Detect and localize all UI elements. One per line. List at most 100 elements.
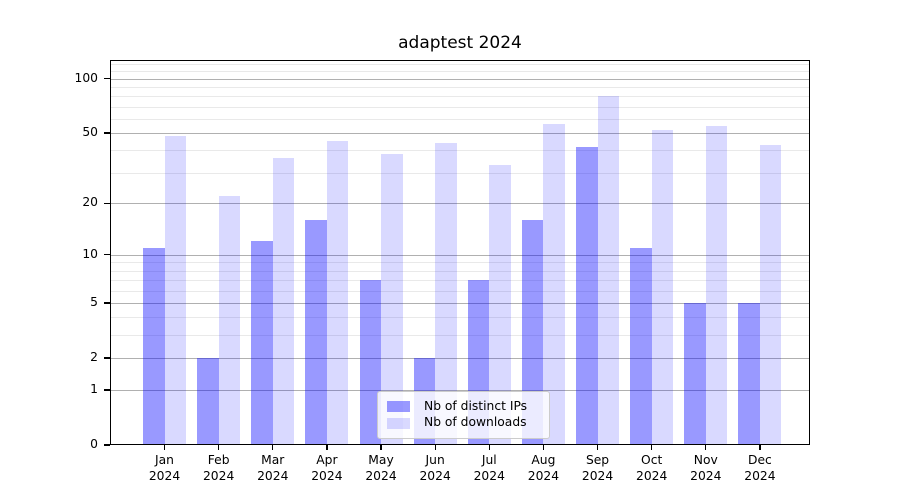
x-tick-label: Apr 2024	[297, 452, 357, 484]
y-tick-mark	[104, 78, 110, 80]
bar-downloads	[543, 124, 565, 444]
gridline-minor	[111, 150, 809, 152]
legend-swatch-downloads	[387, 417, 410, 429]
gridline-minor	[111, 262, 809, 264]
x-tick-label-month: May	[368, 453, 394, 467]
x-tick-mark	[163, 445, 166, 450]
x-tick-mark	[217, 445, 220, 450]
gridline-minor	[111, 96, 809, 98]
x-tick-label-month: Mar	[261, 453, 285, 467]
x-tick-label-month: Dec	[748, 453, 772, 467]
legend-label: Nb of distinct IPs	[424, 398, 528, 413]
x-tick-label: Oct 2024	[622, 452, 682, 484]
x-tick-label: May 2024	[351, 452, 411, 484]
x-tick-mark	[705, 445, 707, 450]
x-tick-label-year: 2024	[257, 469, 289, 484]
bar-distinct-ips	[684, 302, 706, 444]
x-tick-mark	[326, 445, 328, 450]
x-tick-label-month: Jun	[425, 453, 445, 467]
x-tick-label-year: 2024	[581, 469, 614, 484]
x-tick-label-month: Nov	[693, 453, 718, 467]
bar-downloads	[272, 158, 295, 444]
x-tick-label-month: Jul	[481, 453, 497, 467]
bar-downloads	[218, 196, 241, 444]
x-tick-mark	[488, 445, 490, 450]
y-tick-mark	[104, 202, 110, 205]
gridline-minor	[111, 118, 809, 120]
gridline-major	[111, 133, 809, 135]
y-tick-mark	[104, 389, 110, 391]
chart-title: adaptest 2024	[398, 33, 522, 53]
y-tick-label: 100	[74, 70, 98, 85]
gridline-minor	[111, 317, 809, 319]
gridline-minor	[111, 280, 809, 281]
x-tick-label-year: 2024	[311, 469, 343, 484]
x-tick-label-year: 2024	[202, 469, 235, 484]
x-tick-label-year: 2024	[419, 469, 451, 484]
bar-distinct-ips	[251, 241, 273, 444]
bar-downloads	[597, 96, 620, 444]
x-tick-label-month: Feb	[207, 453, 230, 467]
x-tick-mark	[596, 445, 599, 450]
x-tick-label: Jun 2024	[405, 452, 465, 484]
gridline-major	[111, 203, 809, 205]
gridline-minor	[111, 106, 809, 108]
gridline-minor	[111, 71, 809, 73]
x-tick-label: Jul 2024	[459, 452, 519, 484]
y-tick-label: 20	[82, 195, 98, 210]
y-tick-label: 50	[82, 125, 98, 140]
bar-distinct-ips	[197, 357, 219, 444]
bar-distinct-ips	[359, 280, 382, 444]
gridline-major	[111, 357, 809, 359]
y-tick-label: 0	[90, 437, 98, 451]
x-tick-label-year: 2024	[365, 469, 397, 484]
x-tick-label: Jan 2024	[135, 452, 195, 484]
bar-downloads	[326, 141, 349, 444]
bar-distinct-ips	[630, 247, 652, 444]
gridline-minor	[111, 64, 809, 66]
bar-distinct-ips	[521, 220, 544, 444]
x-tick-mark	[380, 445, 382, 450]
legend-label: Nb of downloads	[424, 415, 527, 430]
x-tick-label-month: Sep	[585, 453, 610, 467]
y-tick-label: 2	[90, 349, 98, 364]
x-tick-label: Sep 2024	[568, 452, 628, 484]
x-tick-label-month: Jan	[155, 453, 174, 467]
x-tick-label-year: 2024	[527, 469, 560, 484]
x-tick-label: Feb 2024	[189, 452, 249, 484]
x-tick-label-month: Apr	[316, 453, 338, 467]
gridline-minor	[111, 290, 809, 292]
bar-downloads	[489, 165, 511, 444]
y-tick-mark	[104, 444, 110, 446]
x-tick-label-year: 2024	[744, 469, 776, 484]
y-tick-mark	[104, 302, 110, 304]
x-tick-label-year: 2024	[473, 469, 505, 484]
bar-downloads	[381, 154, 403, 444]
x-tick-label-month: Aug	[531, 453, 556, 467]
x-tick-label: Dec 2024	[730, 452, 790, 484]
gridline-major	[111, 78, 809, 80]
legend: Nb of distinct IPs Nb of downloads	[377, 391, 550, 439]
x-tick-label-month: Oct	[641, 453, 663, 467]
y-tick-label: 5	[90, 294, 98, 309]
x-tick-mark	[759, 445, 761, 450]
gridline-minor	[111, 335, 809, 336]
y-tick-mark	[104, 357, 110, 359]
y-tick-label: 1	[90, 382, 98, 396]
y-tick-label: 10	[82, 246, 98, 261]
bar-downloads	[164, 136, 186, 444]
x-tick-mark	[542, 445, 545, 450]
y-tick-mark	[104, 254, 110, 256]
bar-downloads	[759, 144, 782, 444]
x-tick-mark	[272, 445, 274, 450]
gridline-major	[111, 254, 809, 256]
gridline-minor	[111, 87, 809, 89]
gridline-minor	[111, 172, 809, 174]
legend-swatch-distinct-ips	[387, 401, 410, 412]
x-tick-label: Nov 2024	[676, 452, 736, 484]
x-tick-mark	[651, 445, 653, 450]
x-tick-label-year: 2024	[148, 469, 181, 484]
bar-downloads	[435, 142, 457, 444]
bar-distinct-ips	[576, 146, 598, 444]
